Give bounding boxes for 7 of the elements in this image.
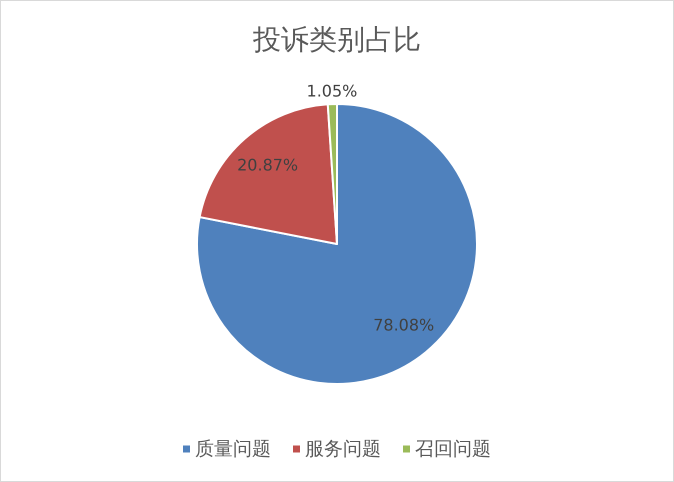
chart-title: 投诉类别占比 (252, 23, 421, 56)
data-label: 1.05% (306, 82, 358, 101)
data-label: 78.08% (373, 316, 434, 335)
data-label: 20.87% (237, 156, 298, 175)
legend-label: 召回问题 (415, 438, 491, 460)
legend-label: 服务问题 (305, 438, 381, 460)
legend-label: 质量问题 (195, 438, 271, 460)
